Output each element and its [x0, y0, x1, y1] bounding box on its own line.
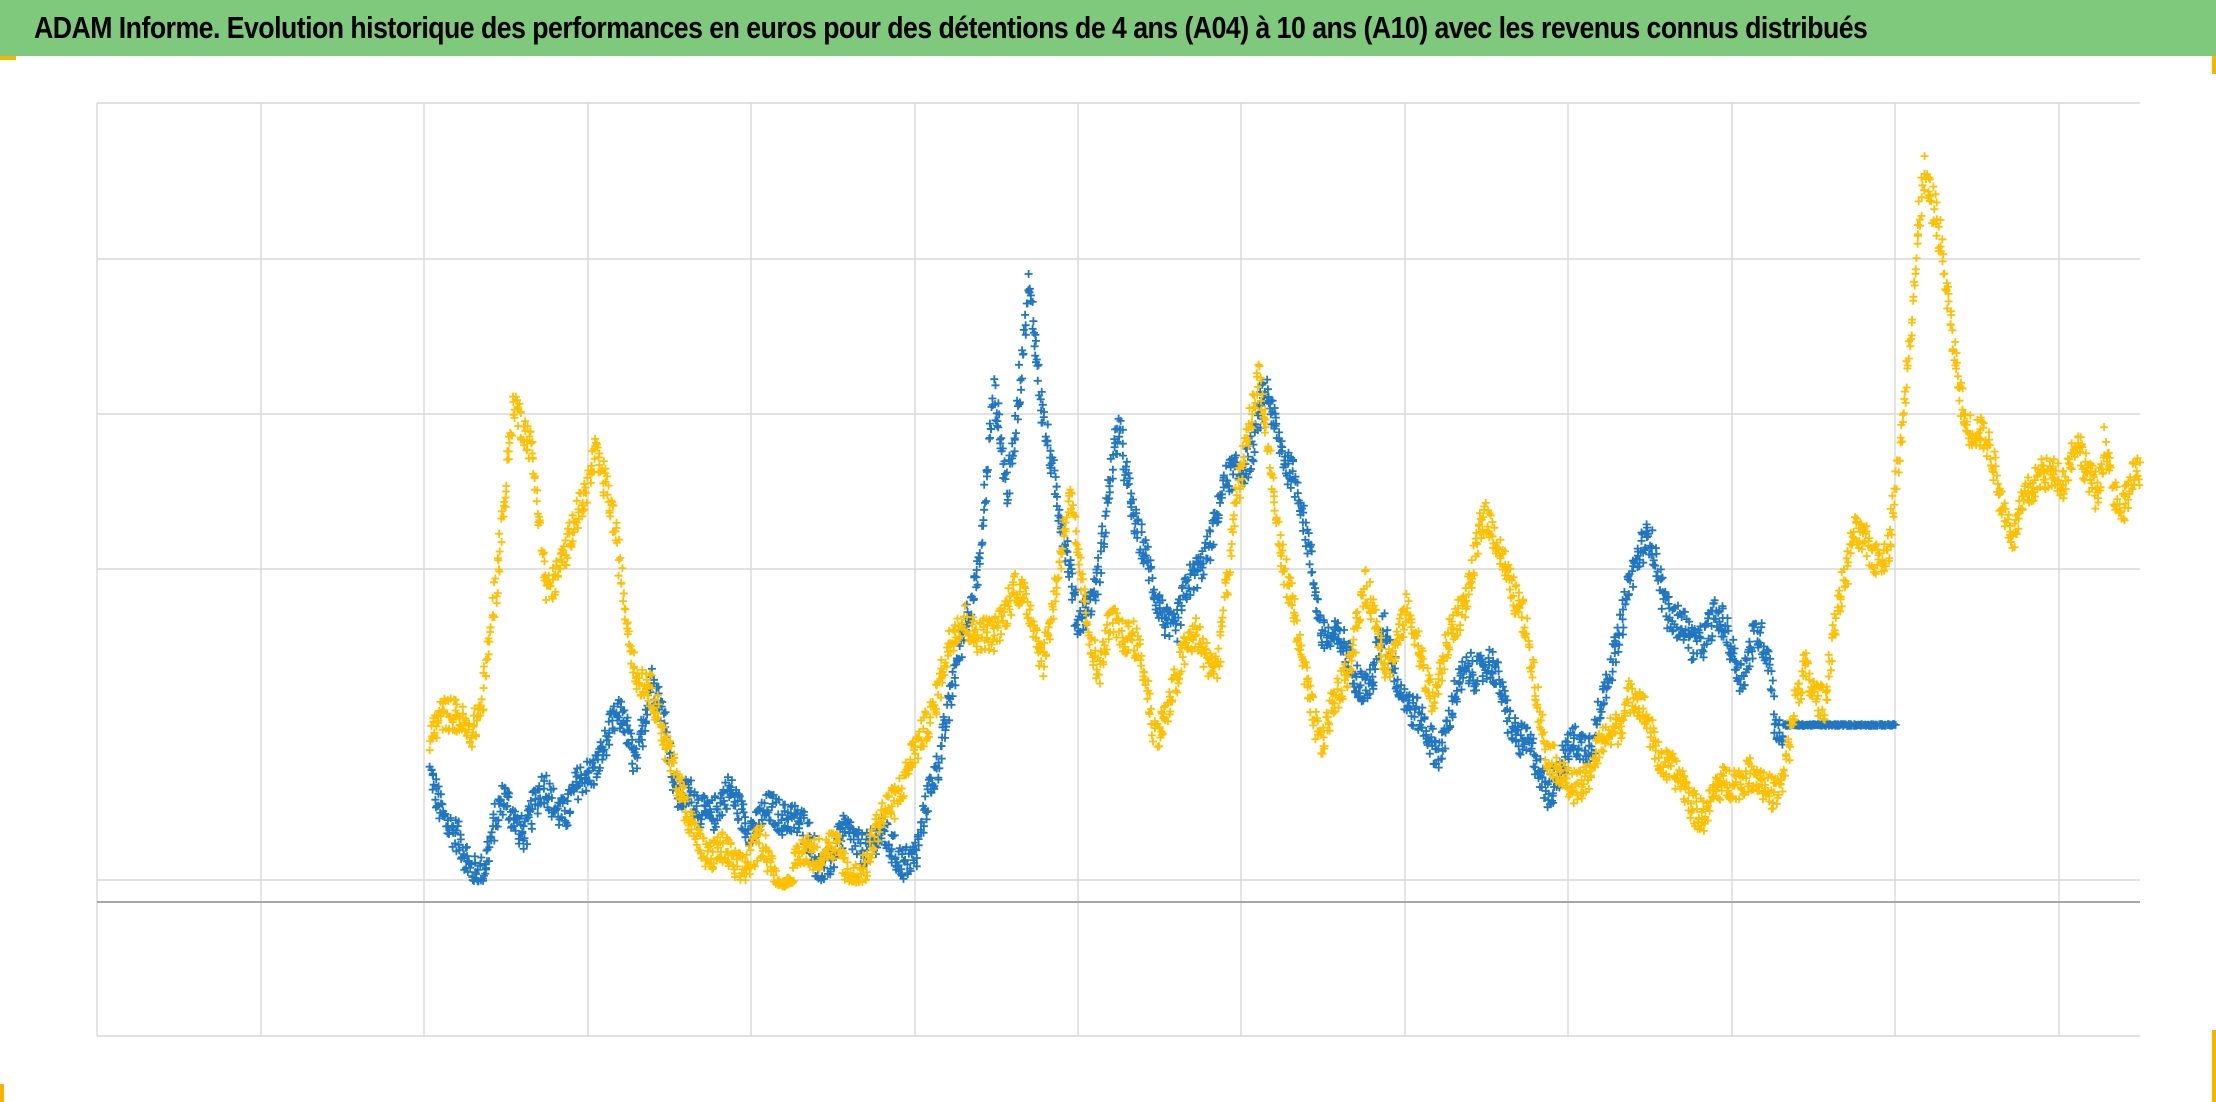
- corner-mark-bottom-left: [0, 1084, 4, 1102]
- grid: [96, 102, 2140, 1037]
- chart-title: ADAM Informe. Evolution historique des p…: [34, 10, 1868, 45]
- series-gold: [425, 152, 2144, 891]
- series-markers: [425, 152, 2144, 891]
- series-markers: [425, 270, 1900, 886]
- corner-mark-top-left: [0, 56, 16, 60]
- corner-mark-bottom-right: [2212, 1030, 2216, 1102]
- title-bar: ADAM Informe. Evolution historique des p…: [0, 0, 2216, 56]
- corner-mark-top-right: [2212, 56, 2216, 74]
- series-layer: [425, 152, 2144, 891]
- series-blue: [425, 270, 1900, 886]
